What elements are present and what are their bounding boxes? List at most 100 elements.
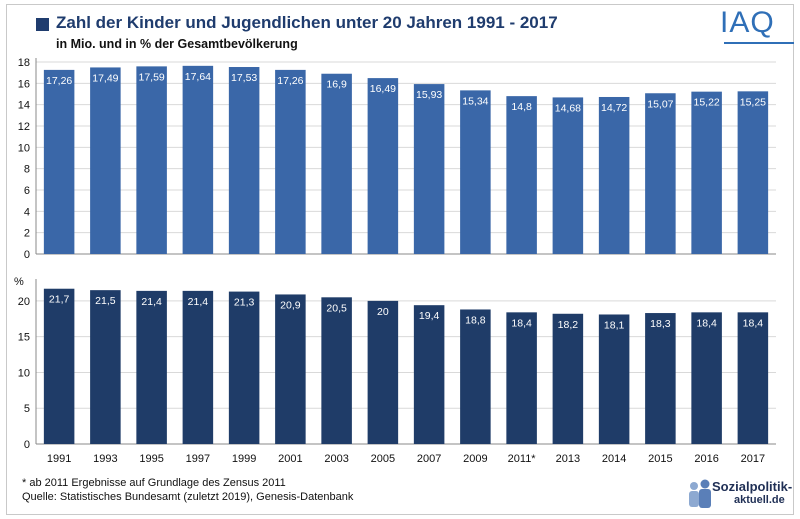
title-bullet xyxy=(36,18,49,31)
top-data-label: 14,8 xyxy=(511,101,532,113)
x-category-label: 2005 xyxy=(371,453,395,465)
top-data-label: 15,07 xyxy=(647,98,673,110)
top-data-label: 15,22 xyxy=(693,97,719,109)
top-bar xyxy=(413,84,445,254)
bottom-data-label: 18,2 xyxy=(558,319,579,331)
top-bar xyxy=(598,96,630,254)
sozialpolitik-aktuell-logo: Sozialpolitik- aktuell.de xyxy=(686,476,794,512)
brand-line-2: aktuell.de xyxy=(734,494,785,506)
bottom-bar xyxy=(182,290,214,444)
top-y-tick-label: 0 xyxy=(24,249,30,261)
top-bar xyxy=(136,66,167,254)
people-icon xyxy=(689,479,711,508)
bottom-data-label: 18,4 xyxy=(696,317,717,329)
top-bar xyxy=(552,97,584,254)
top-data-label: 17,53 xyxy=(231,72,257,84)
top-data-label: 15,93 xyxy=(416,89,442,101)
bottom-data-label: 18,3 xyxy=(650,318,671,330)
x-category-label: 2013 xyxy=(556,453,580,465)
top-y-tick-label: 12 xyxy=(18,121,30,133)
top-data-label: 17,26 xyxy=(46,75,72,87)
x-category-label: 2009 xyxy=(463,453,487,465)
bottom-data-label: 21,5 xyxy=(95,295,116,307)
bottom-data-label: 20,5 xyxy=(326,302,347,314)
bottom-bar xyxy=(367,300,399,444)
top-y-tick-label: 16 xyxy=(18,78,30,90)
top-bar xyxy=(182,65,214,254)
top-bar xyxy=(737,91,769,254)
bottom-y-axis-label: % xyxy=(14,276,24,288)
bottom-bar xyxy=(275,294,306,444)
brand-line-1: Sozialpolitik- xyxy=(712,479,793,494)
bottom-data-label: 18,1 xyxy=(604,319,625,331)
bottom-bar xyxy=(598,314,630,444)
top-y-tick-label: 4 xyxy=(24,206,30,218)
top-bar xyxy=(228,67,260,254)
x-category-label: 2015 xyxy=(648,453,672,465)
bottom-data-label: 21,7 xyxy=(49,294,70,306)
bottom-bar xyxy=(321,297,352,444)
bottom-bar xyxy=(413,305,445,444)
x-category-label: 1995 xyxy=(139,453,163,465)
x-category-label: 2017 xyxy=(741,453,765,465)
top-data-label: 17,64 xyxy=(185,71,211,83)
bottom-bar xyxy=(90,290,121,444)
bottom-bar xyxy=(552,313,584,444)
bottom-y-tick-label: 10 xyxy=(18,367,30,379)
bottom-bar xyxy=(460,309,491,444)
top-bar xyxy=(645,93,676,255)
top-data-label: 15,25 xyxy=(740,96,766,108)
bottom-bar xyxy=(737,312,769,444)
bottom-data-label: 18,4 xyxy=(511,317,532,329)
bottom-data-label: 21,4 xyxy=(188,296,209,308)
top-data-label: 17,59 xyxy=(138,71,164,83)
x-category-label: 2001 xyxy=(278,453,302,465)
x-category-label: 1997 xyxy=(186,453,210,465)
top-bar xyxy=(43,69,75,254)
footnote: * ab 2011 Ergebnisse auf Grundlage des Z… xyxy=(22,477,286,489)
x-category-label: 2003 xyxy=(324,453,348,465)
chart-title: Zahl der Kinder und Jugendlichen unter 2… xyxy=(56,13,558,32)
x-category-label: 1999 xyxy=(232,453,256,465)
bottom-bar xyxy=(136,290,167,444)
bottom-bar xyxy=(691,312,722,444)
bottom-data-label: 19,4 xyxy=(419,310,440,322)
top-y-tick-label: 10 xyxy=(18,142,30,154)
top-y-tick-label: 18 xyxy=(18,57,30,69)
top-data-label: 16,49 xyxy=(370,83,396,95)
bottom-y-tick-label: 0 xyxy=(24,439,30,451)
x-category-label: 2016 xyxy=(694,453,718,465)
bottom-y-tick-label: 20 xyxy=(18,296,30,308)
top-bar xyxy=(90,67,121,254)
top-data-label: 14,72 xyxy=(601,102,627,114)
bottom-bar xyxy=(645,313,676,444)
x-category-label: 1991 xyxy=(47,453,71,465)
bottom-bar xyxy=(228,291,260,444)
x-category-label: 2014 xyxy=(602,453,626,465)
x-category-label: 1993 xyxy=(93,453,117,465)
bottom-bar xyxy=(43,288,75,444)
top-data-label: 17,49 xyxy=(92,72,118,84)
chart-subtitle: in Mio. und in % der Gesamtbevölkerung xyxy=(56,37,298,51)
top-data-label: 15,34 xyxy=(462,95,488,107)
iaq-logo: IAQ xyxy=(720,6,775,39)
bottom-data-label: 21,4 xyxy=(141,296,162,308)
bottom-data-label: 21,3 xyxy=(234,297,255,309)
top-bar xyxy=(460,90,491,254)
top-y-tick-label: 8 xyxy=(24,164,30,176)
top-y-tick-label: 6 xyxy=(24,185,30,197)
top-y-tick-label: 2 xyxy=(24,228,30,240)
top-bar xyxy=(321,73,352,254)
top-y-tick-label: 14 xyxy=(18,100,30,112)
top-data-label: 16,9 xyxy=(326,79,347,91)
top-bar xyxy=(367,78,399,255)
top-data-label: 14,68 xyxy=(555,102,581,114)
bottom-y-tick-label: 5 xyxy=(24,403,30,415)
top-bar xyxy=(275,69,306,254)
top-bar xyxy=(691,91,722,254)
bottom-data-label: 20 xyxy=(377,306,389,318)
source-note: Quelle: Statistisches Bundesamt (zuletzt… xyxy=(22,491,354,503)
x-category-label: 2011* xyxy=(508,453,537,465)
bottom-data-label: 20,9 xyxy=(280,299,301,311)
